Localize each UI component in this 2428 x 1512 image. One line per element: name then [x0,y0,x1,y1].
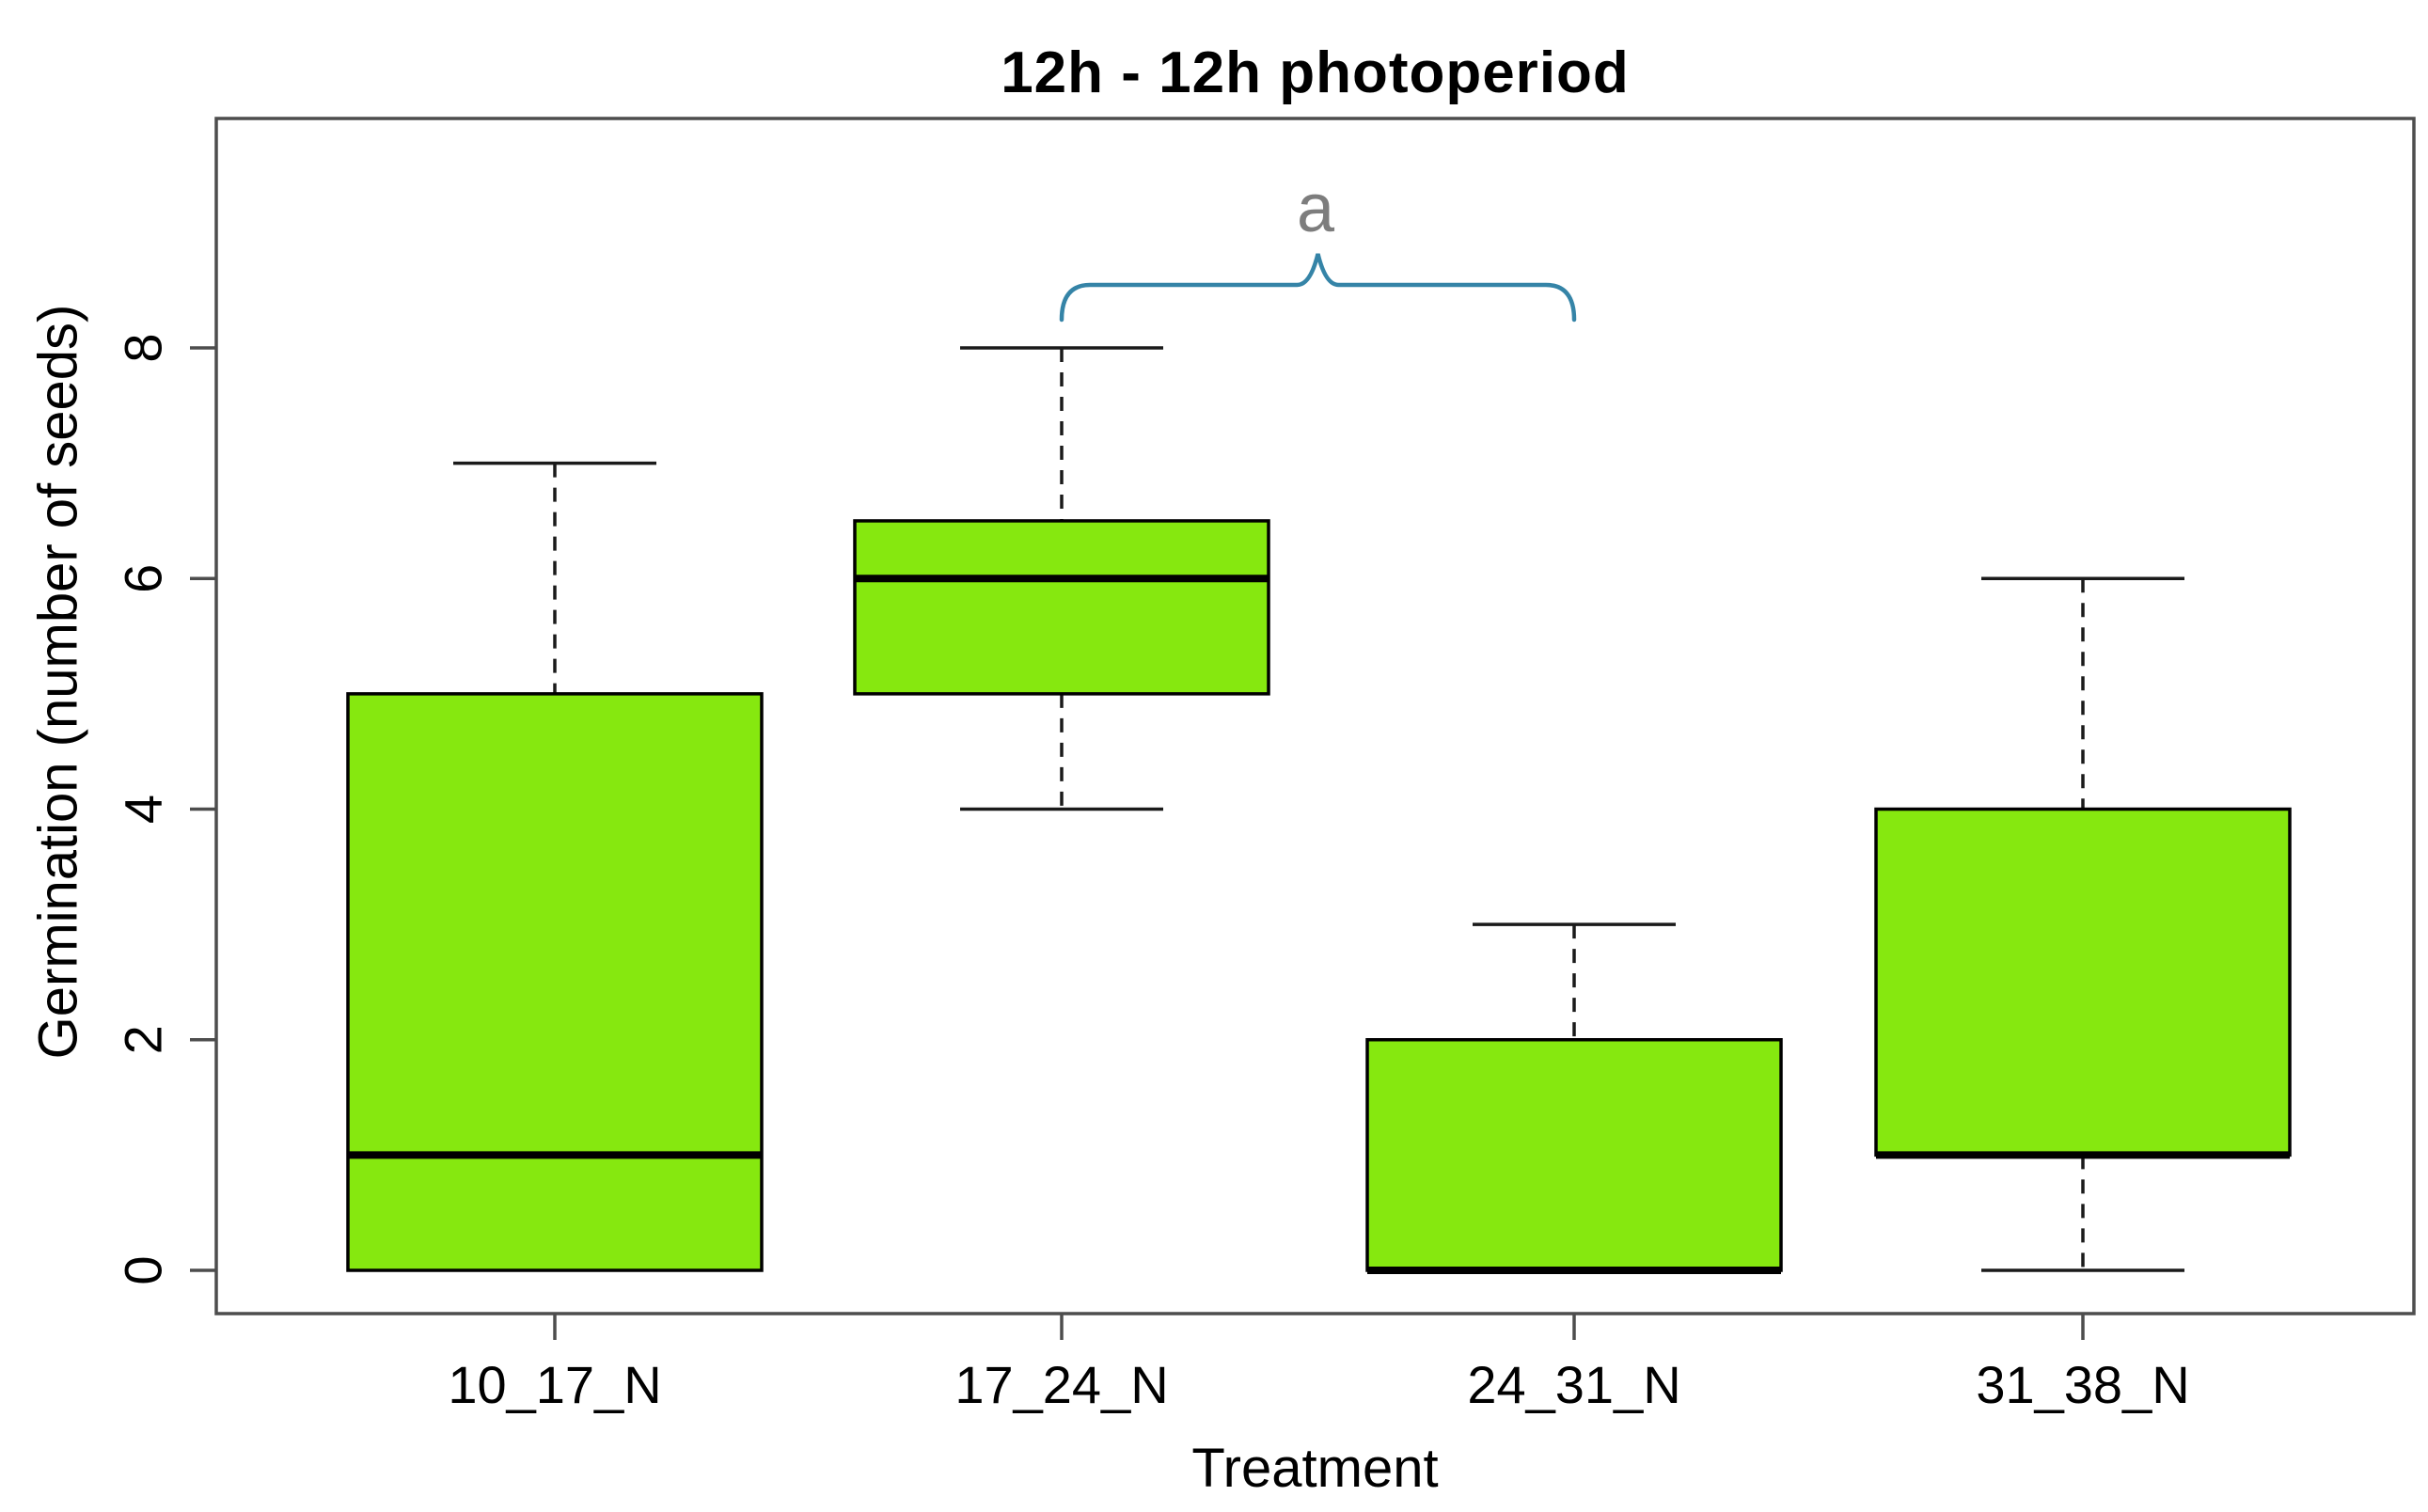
x-tick-label: 24_31_N [1467,1355,1680,1414]
box-31_38_N [1874,807,2292,1158]
box-17_24_N [853,519,1270,696]
plot-frame [214,117,2416,1315]
y-tick-label: 6 [114,564,173,593]
x-tick-label: 31_38_N [1976,1355,2189,1414]
y-tick-label: 4 [114,795,173,824]
box-10_17_N [346,692,764,1272]
x-tick-label: 10_17_N [448,1355,661,1414]
chart-title: 12h - 12h photoperiod [1001,40,1630,105]
y-tick-label: 2 [114,1025,173,1054]
y-tick-label: 8 [114,333,173,362]
significance-brace [1059,253,1577,323]
y-tick-label: 0 [114,1255,173,1284]
x-tick-label: 17_24_N [954,1355,1168,1414]
significance-letter: a [1296,171,1335,246]
x-axis-title: Treatment [1191,1438,1439,1499]
box-24_31_N [1365,1038,1783,1272]
